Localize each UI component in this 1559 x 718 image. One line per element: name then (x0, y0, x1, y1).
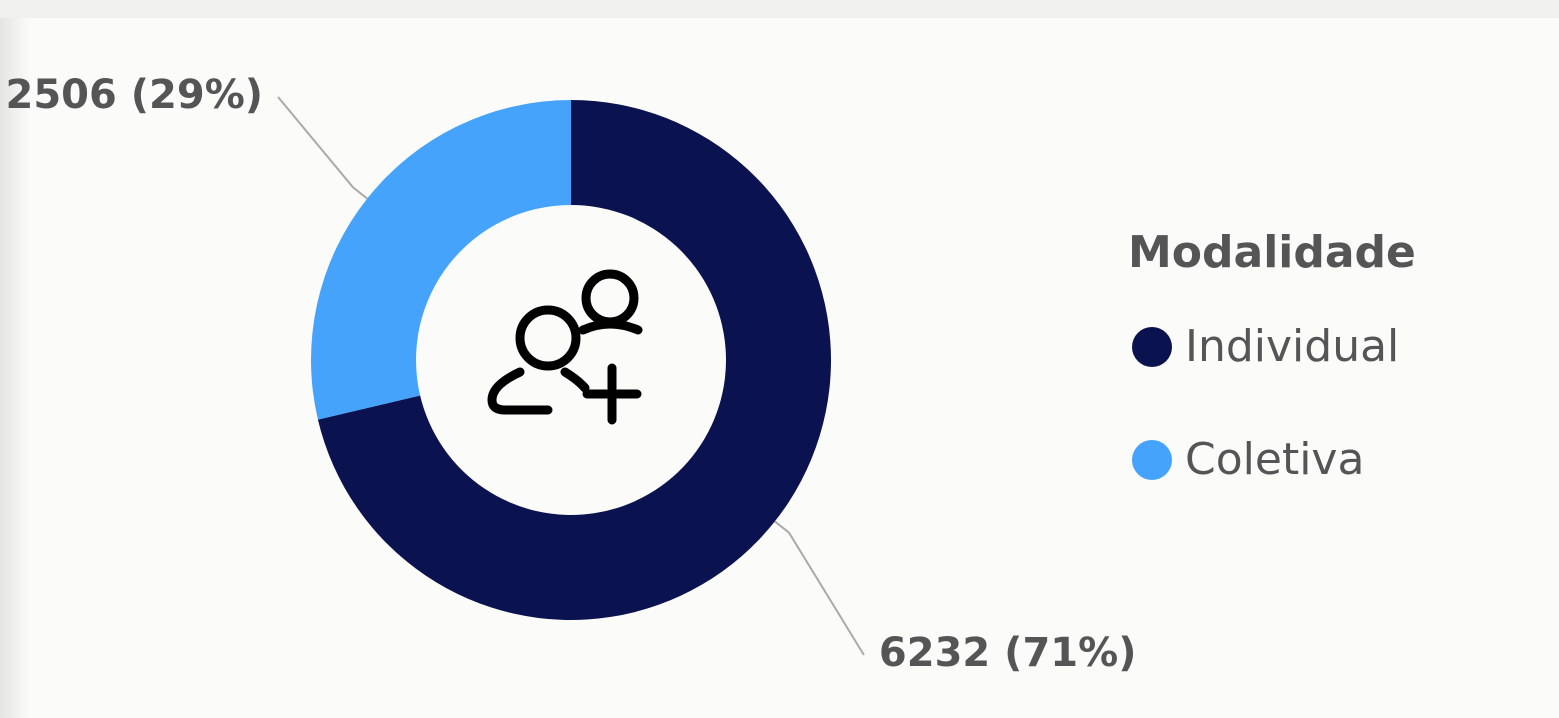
leader-line (277, 96, 368, 200)
slice (317, 100, 831, 620)
leader-line (774, 520, 865, 656)
donut (310, 100, 831, 620)
data-label: 6232 (71%) (879, 630, 1137, 676)
legend-label: Individual (1185, 321, 1399, 372)
legend-marker (1132, 440, 1172, 480)
panel-edge (0, 0, 30, 718)
slice (310, 100, 571, 420)
legend-title: Modalidade (1128, 227, 1416, 278)
legend-marker (1132, 327, 1172, 367)
center-icon (487, 269, 643, 425)
legend-label: Coletiva (1185, 434, 1364, 485)
panel-top (0, 0, 1559, 18)
data-label: 2506 (29%) (6, 72, 264, 118)
